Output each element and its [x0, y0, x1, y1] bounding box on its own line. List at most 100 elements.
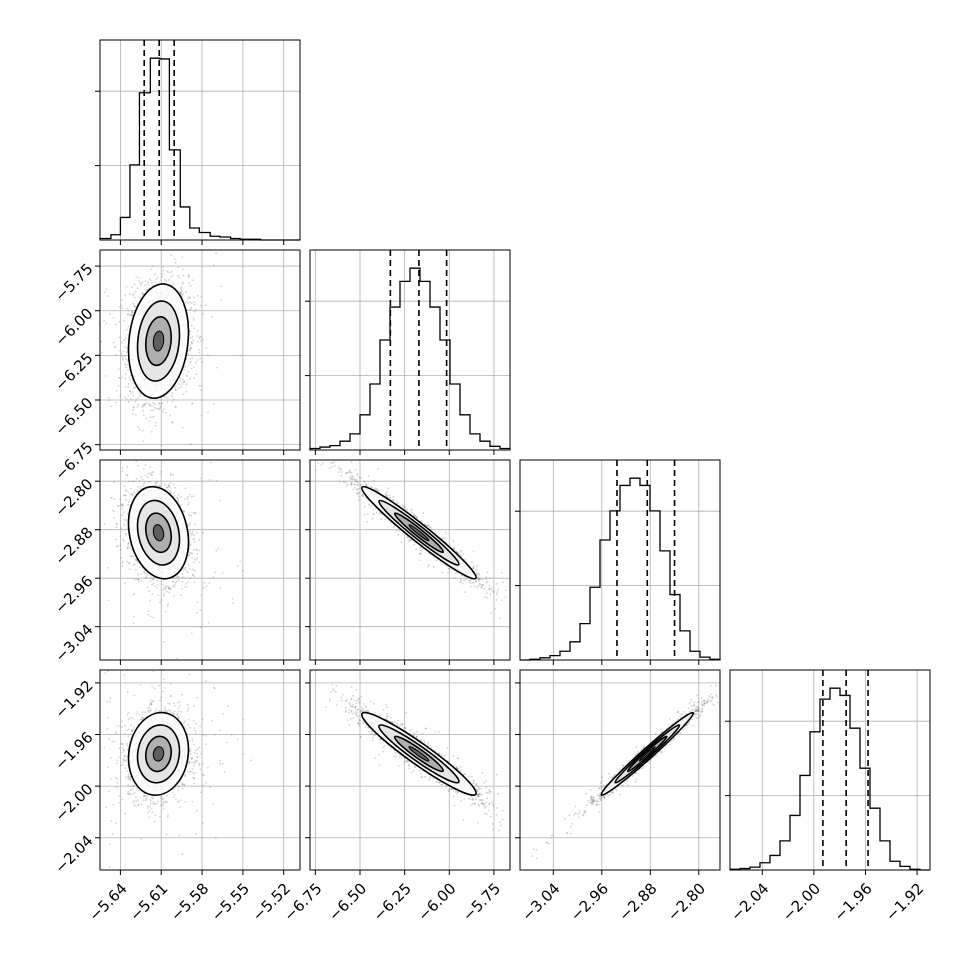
scatter-point [194, 523, 197, 526]
scatter-point [123, 494, 125, 497]
scatter-point [123, 524, 126, 526]
scatter-point [219, 587, 222, 590]
scatter-point [188, 530, 191, 532]
scatter-point [179, 291, 182, 294]
scatter-point [133, 296, 136, 299]
scatter-point [121, 307, 124, 309]
scatter-point [163, 408, 166, 411]
scatter-point [137, 397, 139, 400]
scatter-point [148, 590, 151, 593]
scatter-point [193, 561, 196, 563]
scatter-point [124, 582, 126, 584]
scatter-point [168, 591, 171, 594]
scatter-point [137, 464, 139, 467]
scatter-point [142, 468, 145, 470]
scatter-point [171, 421, 174, 424]
scatter-point [184, 498, 186, 500]
scatter-point [392, 495, 395, 498]
scatter-point [236, 565, 239, 568]
scatter-point [132, 394, 135, 396]
scatter-point [173, 483, 175, 486]
scatter-point [135, 578, 138, 580]
scatter-point [171, 394, 173, 397]
scatter-point [115, 523, 118, 525]
scatter-point [199, 357, 202, 360]
scatter-point [127, 400, 130, 403]
scatter-point [215, 479, 218, 482]
scatter-point [164, 278, 166, 281]
scatter-point [370, 505, 373, 507]
scatter-point [395, 529, 398, 532]
scatter-point [187, 274, 190, 276]
scatter-point [178, 290, 181, 293]
scatter-point [195, 611, 198, 614]
scatter-point [161, 275, 164, 278]
scatter-point [128, 376, 131, 379]
scatter-point [150, 268, 153, 271]
scatter-point [132, 555, 135, 557]
scatter-point [147, 283, 150, 286]
scatter-point [118, 306, 121, 308]
scatter-point [164, 588, 166, 590]
scatter-point [163, 592, 166, 595]
scatter-point [193, 304, 196, 306]
scatter-point [125, 285, 128, 288]
scatter-point [129, 547, 132, 549]
scatter-point [172, 282, 175, 285]
scatter-point [140, 476, 143, 478]
scatter-point [333, 461, 335, 463]
scatter-point [139, 282, 142, 284]
scatter-point [133, 387, 135, 390]
scatter-point [464, 591, 467, 594]
scatter-point [198, 384, 201, 387]
scatter-point [159, 601, 161, 604]
scatter-point [180, 291, 182, 294]
scatter-point [147, 472, 150, 475]
scatter-point [192, 538, 195, 541]
scatter-point [144, 402, 146, 405]
scatter-point [162, 588, 164, 591]
scatter-point [162, 266, 164, 268]
scatter-point [119, 498, 121, 501]
scatter-point [173, 387, 176, 389]
scatter-point [125, 337, 127, 340]
scatter-point [220, 285, 222, 288]
scatter-point [177, 387, 180, 389]
scatter-point [167, 585, 169, 588]
scatter-point [110, 405, 112, 408]
corner-panels [95, 39, 931, 875]
scatter-point [183, 585, 186, 588]
scatter-point [196, 294, 199, 297]
scatter-point [169, 414, 172, 417]
scatter-point [146, 586, 149, 589]
scatter-point [159, 473, 162, 476]
scatter-point [375, 511, 378, 514]
scatter-point [124, 386, 126, 388]
scatter-point [133, 491, 136, 493]
scatter-point [419, 546, 421, 549]
scatter-point [189, 347, 192, 349]
scatter-point [161, 402, 164, 405]
scatter-point [199, 609, 202, 612]
scatter-point [138, 428, 141, 431]
scatter-point [170, 254, 173, 257]
scatter-point [496, 593, 498, 595]
scatter-point [205, 347, 208, 350]
scatter-point [356, 474, 358, 476]
scatter-point [152, 409, 155, 412]
panel-1-1 [95, 39, 301, 245]
scatter-point [215, 549, 218, 552]
scatter-point [239, 560, 242, 563]
scatter-point [138, 395, 141, 397]
scatter-point [119, 535, 122, 537]
scatter-point [123, 518, 126, 521]
scatter-point [137, 392, 140, 395]
scatter-point [190, 324, 193, 327]
scatter-point [182, 393, 185, 396]
scatter-point [140, 283, 142, 286]
scatter-point [152, 471, 155, 473]
scatter-point [147, 281, 149, 284]
scatter-point [180, 291, 183, 294]
scatter-point [161, 273, 164, 275]
scatter-point [172, 585, 174, 588]
